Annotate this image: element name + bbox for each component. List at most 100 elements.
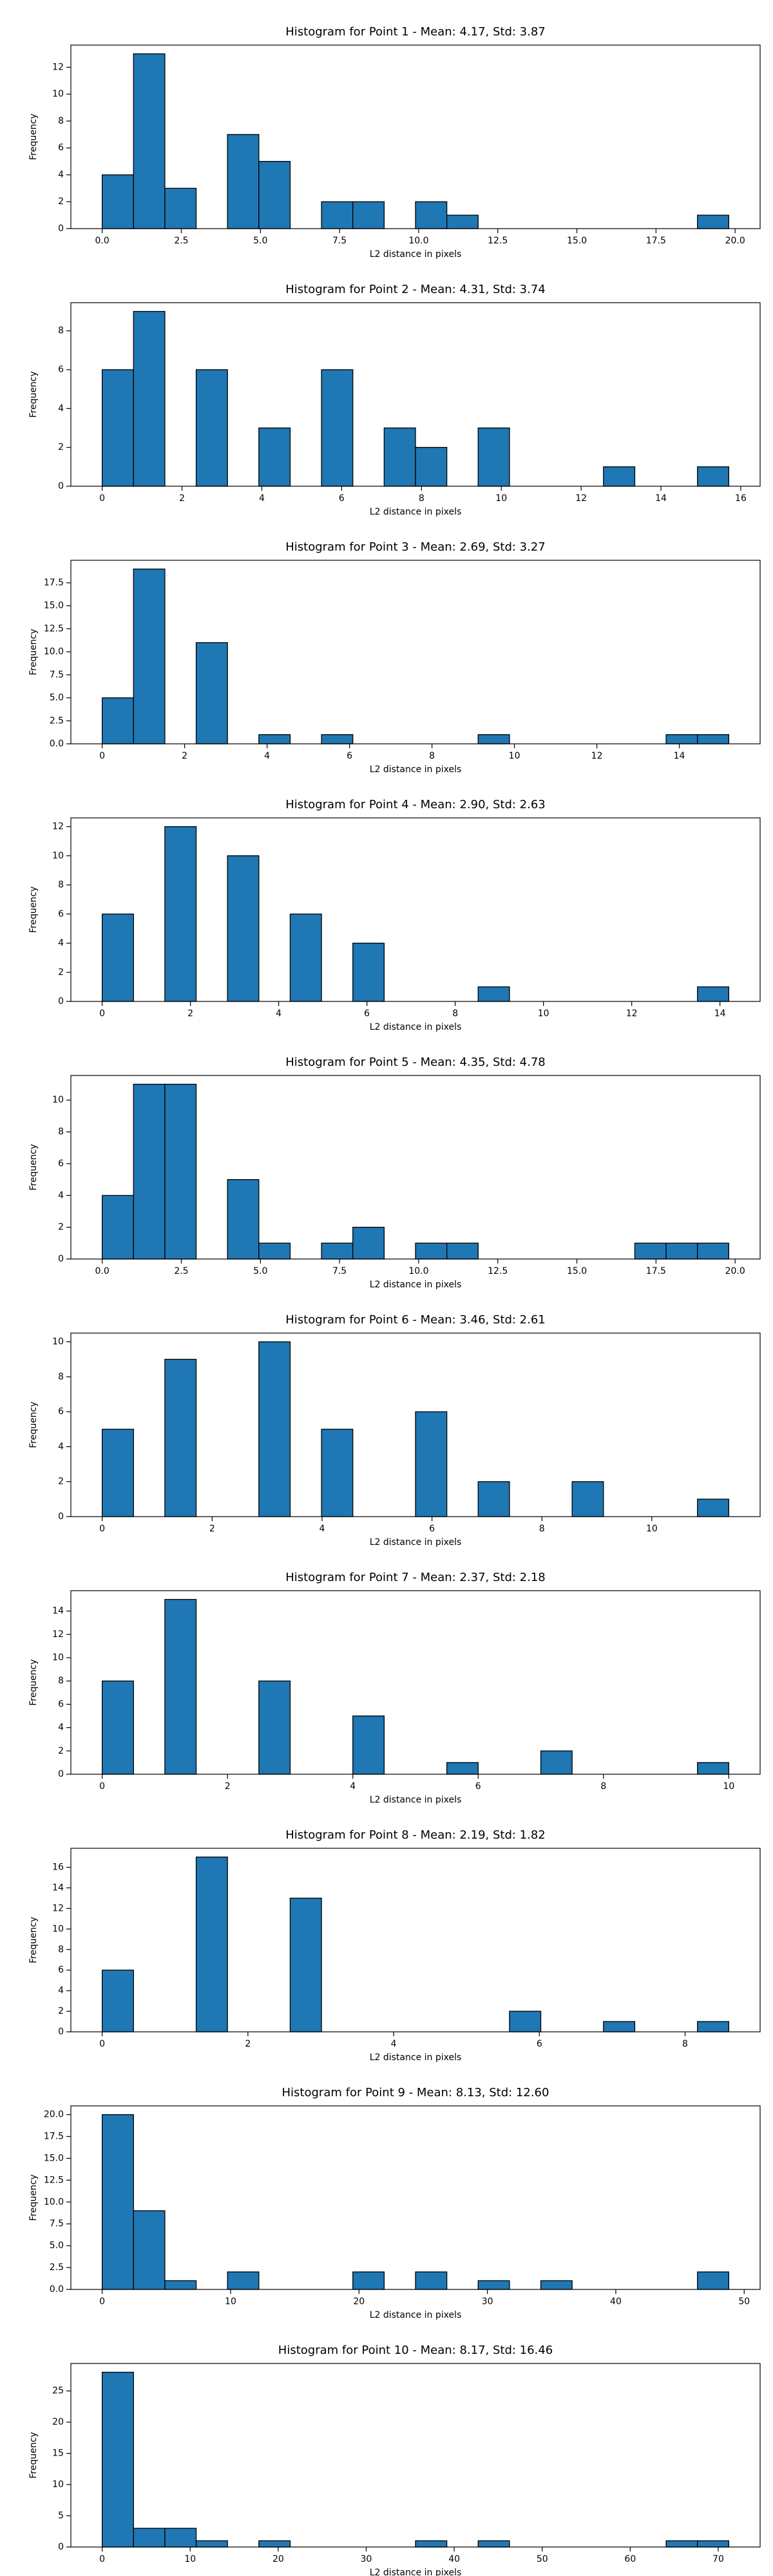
x-tick-label: 10 xyxy=(509,751,520,761)
y-tick-label: 7.5 xyxy=(50,2219,64,2229)
y-tick-label: 25 xyxy=(52,2386,64,2396)
y-tick-label: 6 xyxy=(58,1965,64,1975)
y-tick-label: 10 xyxy=(52,2479,64,2490)
x-tick-label: 4 xyxy=(276,1009,282,1019)
x-tick-label: 12.5 xyxy=(488,1266,508,1276)
bar xyxy=(195,642,228,744)
y-tick-label: 10 xyxy=(52,851,64,861)
bar xyxy=(415,201,448,229)
y-tick-label: 0 xyxy=(58,223,64,234)
x-tick-label: 0 xyxy=(99,2039,105,2049)
x-axis-label: L2 distance in pixels xyxy=(370,1795,462,1805)
y-tick-label: 20.0 xyxy=(44,2110,64,2120)
bar xyxy=(697,1242,730,1260)
bar xyxy=(101,174,134,229)
bar xyxy=(101,2371,134,2548)
bar xyxy=(258,1341,291,1517)
bar xyxy=(133,53,166,229)
x-tick-label: 12.5 xyxy=(488,236,508,246)
y-axis-label: Frequency xyxy=(28,1917,39,1963)
y-tick-label: 10 xyxy=(52,1653,64,1663)
y-axis-label: Frequency xyxy=(28,2432,39,2478)
bar xyxy=(477,1481,510,1517)
y-tick-label: 12 xyxy=(52,1629,64,1640)
x-tick-label: 2 xyxy=(187,1009,193,1019)
x-tick-label: 0 xyxy=(99,1524,105,1534)
x-tick-label: 2.5 xyxy=(174,236,188,246)
bar xyxy=(415,2271,448,2290)
y-tick-label: 4 xyxy=(58,1441,64,1452)
bar xyxy=(258,427,291,487)
bar xyxy=(415,1411,448,1517)
bar xyxy=(697,2540,730,2548)
y-tick-label: 6 xyxy=(58,1699,64,1709)
y-tick-label: 6 xyxy=(58,1406,64,1417)
bar xyxy=(697,1762,730,1775)
y-tick-label: 0 xyxy=(58,1769,64,1779)
y-tick-label: 6 xyxy=(58,1159,64,1169)
y-tick-label: 4 xyxy=(58,1190,64,1200)
x-tick-label: 8 xyxy=(682,2039,688,2049)
bar xyxy=(665,1242,698,1260)
chart-title: Histogram for Point 10 - Mean: 8.17, Std… xyxy=(278,2344,553,2357)
x-tick-label: 7.5 xyxy=(332,236,347,246)
x-tick-label: 20 xyxy=(272,2554,284,2564)
x-tick-label: 4 xyxy=(319,1524,325,1534)
bar xyxy=(195,2540,228,2548)
y-tick-label: 17.5 xyxy=(44,2132,64,2142)
axes-frame xyxy=(70,560,761,744)
x-tick-label: 60 xyxy=(624,2554,636,2564)
y-tick-label: 10 xyxy=(52,1337,64,1347)
x-axis-label: L2 distance in pixels xyxy=(370,2568,462,2576)
y-tick-label: 2 xyxy=(58,196,64,207)
y-tick-label: 0 xyxy=(58,1511,64,1522)
x-axis-label: L2 distance in pixels xyxy=(370,2310,462,2320)
x-tick-label: 8 xyxy=(419,493,425,504)
y-tick-label: 17.5 xyxy=(44,578,64,588)
y-tick-label: 14 xyxy=(52,1606,64,1616)
bar xyxy=(133,1083,166,1260)
x-tick-label: 8 xyxy=(452,1009,458,1019)
y-tick-label: 8 xyxy=(58,1944,64,1955)
bar xyxy=(697,986,730,1002)
y-tick-label: 2 xyxy=(58,967,64,978)
bar xyxy=(227,134,260,229)
bar xyxy=(352,1226,385,1260)
x-tick-label: 0.0 xyxy=(95,1266,110,1276)
bar xyxy=(509,2011,542,2032)
x-tick-label: 15.0 xyxy=(567,236,587,246)
bar xyxy=(195,1856,228,2032)
y-axis-label: Frequency xyxy=(28,1401,39,1448)
bar xyxy=(697,214,730,229)
x-tick-label: 2 xyxy=(209,1524,215,1534)
y-tick-label: 8 xyxy=(58,326,64,336)
y-tick-label: 0 xyxy=(58,2542,64,2552)
y-tick-label: 10 xyxy=(52,89,64,99)
y-tick-label: 0 xyxy=(58,2027,64,2037)
bar xyxy=(258,734,291,744)
x-tick-label: 30 xyxy=(361,2554,372,2564)
x-tick-label: 15.0 xyxy=(567,1266,587,1276)
x-tick-label: 2.5 xyxy=(174,1266,188,1276)
x-tick-label: 0 xyxy=(99,1781,105,1792)
chart-title: Histogram for Point 3 - Mean: 2.69, Std:… xyxy=(285,540,546,554)
y-axis-label: Frequency xyxy=(28,371,39,417)
bar xyxy=(133,2528,166,2548)
bar xyxy=(415,1242,448,1260)
x-tick-label: 2 xyxy=(182,751,187,761)
bar xyxy=(446,1762,479,1775)
bar xyxy=(697,2021,730,2032)
x-tick-label: 40 xyxy=(448,2554,460,2564)
x-tick-label: 20.0 xyxy=(725,1266,745,1276)
x-tick-label: 6 xyxy=(347,751,352,761)
y-tick-label: 15 xyxy=(52,2448,64,2459)
x-tick-label: 6 xyxy=(537,2039,542,2049)
axes-frame xyxy=(70,817,761,1002)
y-axis-label: Frequency xyxy=(28,629,39,675)
x-tick-label: 10 xyxy=(495,493,507,504)
x-tick-label: 50 xyxy=(738,2297,750,2307)
y-tick-label: 15.0 xyxy=(44,601,64,611)
y-axis-label: Frequency xyxy=(28,1659,39,1705)
x-tick-label: 70 xyxy=(712,2554,724,2564)
